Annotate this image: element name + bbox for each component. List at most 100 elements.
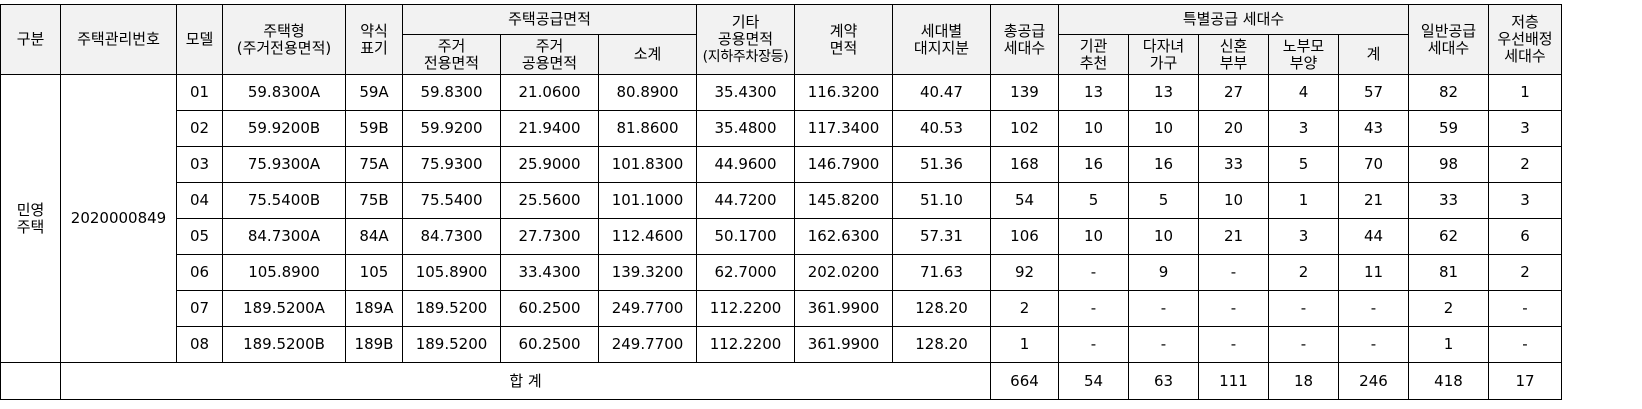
table-cell: 105.8900	[402, 254, 501, 291]
header-elderly-line1: 노부모	[1282, 36, 1325, 55]
table-row: 06 105.8900 105 105.8900 33.4300 139.320…	[1, 254, 1562, 291]
total-cell: 17	[1488, 362, 1562, 400]
table-cell: 249.7700	[598, 290, 697, 327]
header-housing-type: 주택형 (주거전용면적)	[222, 4, 346, 75]
header-low-floor-line2: 우선배정	[1497, 30, 1553, 48]
table-cell: 9	[1128, 254, 1199, 291]
header-res-exclusive-line1: 주거	[437, 36, 466, 55]
header-model: 모델	[176, 4, 223, 75]
table-cell: -	[1198, 326, 1269, 363]
total-cell: 18	[1268, 362, 1339, 400]
table-cell: 1	[1268, 182, 1339, 219]
header-low-floor: 저층 우선배정 세대수	[1488, 4, 1562, 75]
table-cell: 71.63	[892, 254, 991, 291]
table-cell: -	[1338, 326, 1409, 363]
header-land-share-line2: 대지지분	[913, 38, 970, 57]
table-cell: -	[1268, 326, 1339, 363]
table-body: 민영 주택 2020000849 01 59.8300A 59A 59.8300…	[0, 74, 1562, 400]
table-cell: 105.8900	[222, 254, 346, 291]
table-cell: 08	[176, 326, 223, 363]
header-total-supply: 총공급 세대수	[990, 4, 1059, 75]
table-cell: 75A	[345, 146, 403, 183]
table-cell: 82	[1408, 74, 1489, 111]
header-low-floor-line1: 저층	[1511, 13, 1539, 31]
table-cell: 13	[1058, 74, 1129, 111]
table-cell: 102	[990, 110, 1059, 147]
table-cell: 84.7300	[402, 218, 501, 255]
table-cell: 112.4600	[598, 218, 697, 255]
table-cell: 25.9000	[500, 146, 599, 183]
total-label: 합 계	[60, 362, 991, 400]
header-total-supply-line1: 총공급	[1003, 21, 1046, 40]
header-multichild-line1: 다자녀	[1142, 36, 1185, 55]
table-cell: 361.9900	[794, 326, 893, 363]
table-cell: 189.5200B	[222, 326, 346, 363]
table-cell: 1	[1408, 326, 1489, 363]
total-cell: 63	[1128, 362, 1199, 400]
header-multichild-line2: 가구	[1149, 53, 1178, 72]
table-cell: 06	[176, 254, 223, 291]
table-cell: 44.7200	[696, 182, 795, 219]
table-cell: 59.9200B	[222, 110, 346, 147]
table-cell: 75.5400	[402, 182, 501, 219]
table-cell: 3	[1268, 110, 1339, 147]
header-contract-area-line2: 면적	[829, 38, 858, 57]
table-cell: 59B	[345, 110, 403, 147]
table-row: 02 59.9200B 59B 59.9200 21.9400 81.8600 …	[1, 110, 1562, 147]
table-cell: 92	[990, 254, 1059, 291]
table-cell: 4	[1268, 74, 1339, 111]
table-cell: 62	[1408, 218, 1489, 255]
table-cell: 2	[1488, 254, 1562, 291]
header-institution-line1: 기관	[1079, 36, 1108, 55]
table-cell: 168	[990, 146, 1059, 183]
header-category: 구분	[0, 4, 61, 75]
header-low-floor-line3: 세대수	[1504, 47, 1546, 65]
table-cell: 51.36	[892, 146, 991, 183]
total-row: 합 계 664 54 63 111 18 246 418 17	[0, 362, 1562, 400]
header-multichild: 다자녀 가구	[1128, 34, 1199, 75]
table-cell: -	[1198, 254, 1269, 291]
header-res-exclusive: 주거 전용면적	[402, 34, 501, 75]
table-cell: 75.9300	[402, 146, 501, 183]
header-elderly-line2: 부양	[1289, 53, 1318, 72]
header-elderly: 노부모 부양	[1268, 34, 1339, 75]
header-special-supply: 특별공급 세대수	[1058, 4, 1409, 35]
table-cell: 202.0200	[794, 254, 893, 291]
header-other-common-line3: (지하주차장등)	[702, 48, 789, 65]
table-cell: 128.20	[892, 326, 991, 363]
housing-supply-table: 구분 주택관리번호 모델 주택형 (주거전용면적) 약식 표기 주택공급면적 기…	[0, 4, 1562, 400]
table-cell: 101.1000	[598, 182, 697, 219]
total-cell: 111	[1198, 362, 1269, 400]
table-cell: 44.9600	[696, 146, 795, 183]
table-cell: 162.6300	[794, 218, 893, 255]
header-special-sum: 계	[1338, 34, 1409, 75]
table-cell: 57.31	[892, 218, 991, 255]
table-cell: -	[1128, 290, 1199, 327]
table-cell: 59A	[345, 74, 403, 111]
table-cell: 189.5200	[402, 326, 501, 363]
table-cell: 1	[1488, 74, 1562, 111]
total-row-spacer	[0, 362, 61, 400]
header-contract-area: 계약 면적	[794, 4, 893, 75]
header-housing-type-line2: (주거전용면적)	[236, 38, 332, 57]
table-cell: 10	[1128, 218, 1199, 255]
table-cell: 139.3200	[598, 254, 697, 291]
header-newlywed-line2: 부부	[1219, 53, 1248, 72]
table-cell: 16	[1128, 146, 1199, 183]
total-cell: 664	[990, 362, 1059, 400]
table-cell: 59.9200	[402, 110, 501, 147]
table-cell: -	[1128, 326, 1199, 363]
management-no-cell: 2020000849	[60, 74, 177, 363]
table-cell: 2	[990, 290, 1059, 327]
table-row: 03 75.9300A 75A 75.9300 25.9000 101.8300…	[1, 146, 1562, 183]
table-cell: 98	[1408, 146, 1489, 183]
table-cell: 33	[1198, 146, 1269, 183]
header-other-common: 기타 공용면적 (지하주차장등)	[696, 4, 795, 75]
total-cell: 54	[1058, 362, 1129, 400]
category-line1: 민영	[16, 200, 45, 219]
header-institution: 기관 추천	[1058, 34, 1129, 75]
table-cell: 33	[1408, 182, 1489, 219]
table-cell: 80.8900	[598, 74, 697, 111]
header-abbr-line2: 표기	[360, 38, 388, 57]
table-cell: 361.9900	[794, 290, 893, 327]
